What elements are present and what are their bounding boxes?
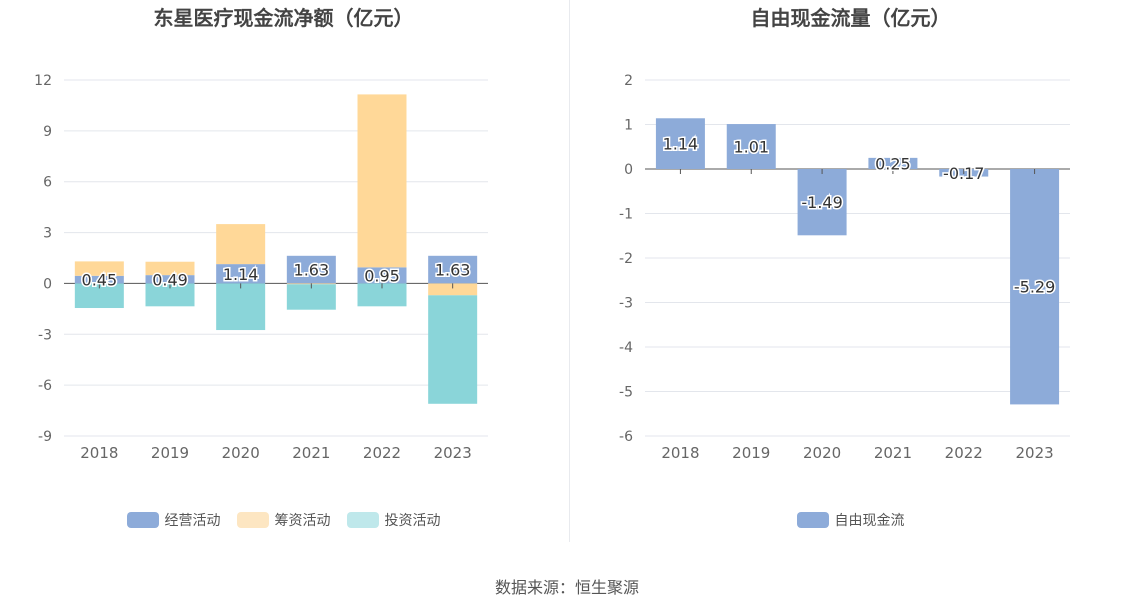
legend-label: 筹资活动 [274,513,331,529]
x-tick-label: 2021 [292,444,330,462]
bar-投资活动-2020 [216,283,266,331]
bar-投资活动-2022 [357,283,407,307]
data-label: -5.29 [1014,278,1055,297]
bar-经营活动-2021 [286,255,336,284]
y-tick-label: 2 [624,73,633,89]
x-tick-label: 2018 [80,444,118,462]
y-tick-label: -2 [619,251,633,267]
legend-label: 投资活动 [384,513,441,529]
bar-自由现金流-2019 [726,124,776,169]
y-tick-label: 1 [624,118,633,134]
data-label: -0.17 [943,164,984,183]
legend-item[interactable]: 筹资活动 [236,510,331,530]
y-tick-label: -1 [619,207,633,223]
y-tick-label: -3 [619,296,633,312]
bar-经营活动-2023 [428,255,478,284]
bar-投资活动-2023 [428,295,478,404]
y-tick-label: 12 [34,73,52,89]
y-tick-label: 9 [43,124,52,140]
y-tick-label: 0 [43,276,52,292]
bar-经营活动-2020 [216,264,266,284]
bar-筹资活动-2022 [357,94,407,268]
data-label: -1.49 [801,193,842,212]
data-label: 0.25 [875,154,911,173]
bar-投资活动-2019 [145,283,195,307]
x-tick-label: 2021 [874,444,912,462]
y-tick-label: -5 [619,385,633,401]
data-label: 1.14 [663,135,699,154]
data-label: 1.01 [733,138,769,157]
chart-title: 东星医疗现金流净额（亿元） [153,6,414,30]
chart-plot: 12 9 6 3 0 -3 -6 -9 2018 2019 2020 2021 2022 2023 0.45… [34,73,488,462]
chart-plot: 2 1 0 -1 -2 -3 -4 -5 -6 2018 2019 2020 2021 2022 2023 1… [619,73,1070,462]
y-tick-label: -6 [38,378,52,394]
bar-筹资活动-2023 [428,283,478,296]
x-tick-label: 2019 [732,444,770,462]
data-label: 1.14 [223,265,259,284]
legend-item[interactable]: 投资活动 [346,510,441,530]
data-label: 1.63 [294,261,330,280]
legend-item[interactable]: 经营活动 [126,510,221,530]
bar-筹资活动-2018 [74,261,124,276]
legend-swatch [126,512,159,528]
data-label: 0.49 [152,270,188,289]
free-cash-flow-chart: 自由现金流量（亿元） 2 1 0 -1 -2 -3 -4 -5 -6 2018 2019 2020 20… [567,0,1134,560]
bar-筹资活动-2019 [145,261,195,276]
legend-swatch [236,512,269,528]
data-label: 0.45 [82,271,118,290]
bar-自由现金流-2018 [655,118,705,169]
x-tick-label: 2019 [151,444,189,462]
legend-label: 经营活动 [164,513,221,529]
bar-投资活动-2021 [286,284,336,310]
legend-item[interactable]: 自由现金流 [796,510,905,530]
x-tick-label: 2023 [1015,444,1053,462]
y-tick-label: 3 [43,226,52,242]
data-source-note: 数据来源：恒生聚源 [494,578,639,597]
legend-label: 自由现金流 [834,513,905,529]
x-tick-label: 2023 [434,444,472,462]
x-tick-label: 2018 [661,444,699,462]
bar-筹资活动-2020 [216,224,266,265]
x-tick-label: 2020 [222,444,260,462]
chart-legend[interactable]: 自由现金流 [567,510,1134,530]
x-tick-label: 2022 [945,444,983,462]
chart-title: 自由现金流量（亿元） [750,6,951,30]
chart-legend[interactable]: 经营活动 筹资活动 投资活动 [0,510,567,530]
bar-经营活动-2022 [357,267,407,284]
x-tick-label: 2020 [803,444,841,462]
legend-swatch [346,512,379,528]
bar-自由现金流-2021 [868,157,918,169]
y-tick-label: -9 [38,429,52,445]
bar-经营活动-2019 [145,275,195,284]
data-label: 0.95 [364,266,400,285]
legend-swatch [796,512,829,528]
x-tick-label: 2022 [363,444,401,462]
bar-经营活动-2018 [74,275,124,284]
bar-自由现金流-2023 [1010,169,1060,405]
y-tick-label: -3 [38,327,52,343]
y-tick-label: 0 [624,162,633,178]
cash-flow-net-chart: 东星医疗现金流净额（亿元） 12 9 6 3 0 -3 -6 -9 2018 2019 2020 20… [0,0,567,560]
panel-divider [569,0,570,542]
y-tick-label: -6 [619,429,633,445]
bar-自由现金流-2020 [797,169,847,236]
y-tick-label: 6 [43,175,52,191]
y-tick-label: -4 [619,340,633,356]
data-label: 1.63 [435,261,471,280]
